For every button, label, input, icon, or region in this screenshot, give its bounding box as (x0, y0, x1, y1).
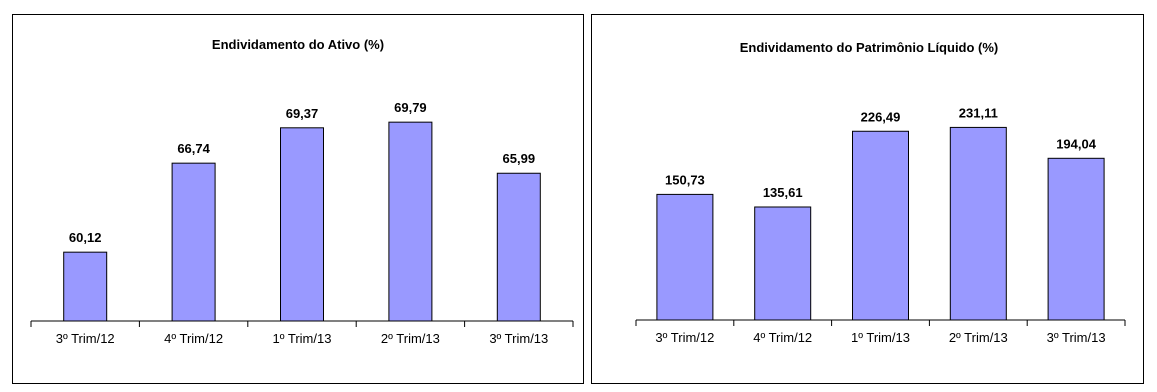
x-tick-label-0: 3º Trim/12 (655, 330, 714, 345)
bar-1 (171, 162, 216, 322)
data-label-1: 135,61 (763, 185, 803, 200)
data-label-2: 226,49 (861, 109, 901, 124)
data-label-3: 69,79 (394, 100, 427, 115)
chart-ativo: Endividamento do Ativo (%) 60,12 66,74 69,… (30, 37, 574, 346)
x-tick-label-0: 3º Trim/12 (56, 331, 115, 346)
bar-3 (388, 121, 433, 322)
x-tick-label-1: 4º Trim/12 (753, 330, 812, 345)
data-label-3: 231,11 (959, 105, 998, 120)
bar-4 (1047, 157, 1105, 321)
plot-area: 150,73 135,61 226,49 231,11 194,04 3º Trim/12… (635, 105, 1126, 345)
x-tick-label-1: 4º Trim/12 (164, 331, 223, 346)
x-tick-label-3: 2º Trim/13 (381, 331, 440, 346)
bar-0 (656, 193, 714, 321)
chart-patrimonio-liquido: Endividamento do Patrimônio Líquido (%) … (635, 40, 1126, 345)
bar-3 (949, 126, 1007, 321)
bar-2 (280, 127, 324, 322)
data-label-4: 65,99 (503, 151, 536, 166)
data-label-0: 60,12 (69, 230, 102, 245)
chart-panel-ativo: Endividamento do Ativo (%) 60,12 66,74 69,… (12, 14, 584, 384)
x-tick-label-4: 3º Trim/13 (1047, 330, 1106, 345)
plot-area: 60,12 66,74 69,37 69,79 65,99 3º Trim/12 4º Tr… (30, 100, 574, 346)
bar-0 (63, 251, 108, 322)
x-tick-label-2: 1º Trim/13 (851, 330, 910, 345)
chart-title: Endividamento do Ativo (%) (212, 37, 384, 52)
bar-4 (496, 172, 541, 322)
data-label-4: 194,04 (1056, 136, 1097, 151)
x-tick-label-2: 1º Trim/13 (273, 331, 332, 346)
x-tick-label-4: 3º Trim/13 (489, 331, 548, 346)
bar-2 (852, 130, 909, 321)
bar-1 (754, 206, 812, 321)
chart-panel-patrimonio: Endividamento do Patrimônio Líquido (%) … (591, 14, 1144, 384)
data-label-0: 150,73 (665, 172, 705, 187)
data-label-1: 66,74 (177, 141, 210, 156)
x-tick-label-3: 2º Trim/13 (949, 330, 1008, 345)
data-label-2: 69,37 (286, 106, 319, 121)
chart-title: Endividamento do Patrimônio Líquido (%) (740, 40, 999, 55)
